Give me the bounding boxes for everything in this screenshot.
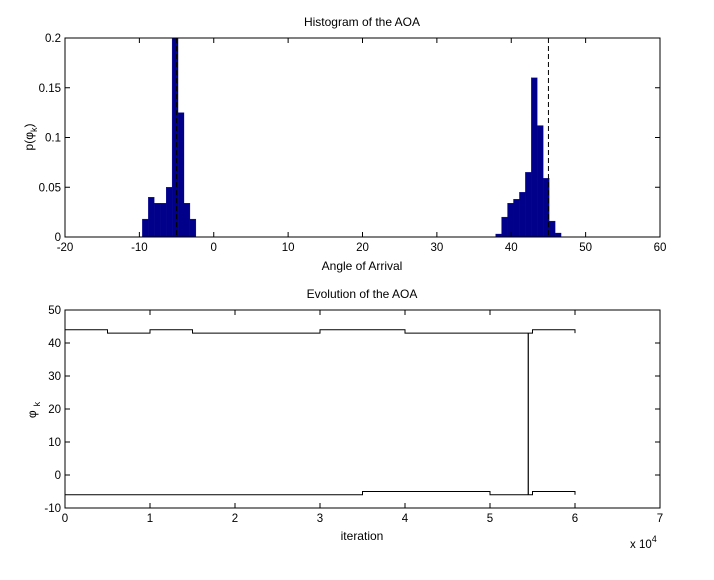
histogram-chart: Histogram of the AOA -20 -10 0 10 20 30 40 50 60… bbox=[22, 15, 666, 273]
y-tick-label: 40 bbox=[48, 338, 61, 350]
histogram-bar bbox=[142, 218, 149, 238]
evolution-x-ticks: 0 1 2 3 4 5 6 7 bbox=[62, 310, 663, 525]
histogram-bar bbox=[171, 37, 179, 238]
y-tick-label: 0.1 bbox=[45, 133, 61, 145]
y-tick-label: 0 bbox=[55, 232, 61, 244]
x-tick-label: 1 bbox=[147, 513, 153, 525]
histogram-y-ticks: 0 0.05 0.1 0.15 0.2 bbox=[39, 33, 660, 244]
y-tick-label: 20 bbox=[48, 404, 61, 416]
histogram-bar bbox=[513, 199, 520, 238]
evolution-series bbox=[65, 329, 576, 496]
x-tick-label: -20 bbox=[57, 242, 74, 254]
x-tick-label: 0 bbox=[62, 513, 68, 525]
y-tick-label: 10 bbox=[48, 437, 61, 449]
x-tick-label: 2 bbox=[232, 513, 238, 525]
histogram-bar bbox=[531, 77, 538, 238]
x-tick-label: 0 bbox=[211, 242, 217, 254]
histogram-bar bbox=[160, 203, 167, 238]
histogram-reference-lines bbox=[176, 38, 549, 237]
x-tick-label: 40 bbox=[505, 242, 518, 254]
evolution-x-multiplier-exp: 4 bbox=[652, 534, 657, 544]
evolution-y-ticks: -10 0 10 20 30 40 50 bbox=[44, 305, 660, 515]
y-tick-label: 30 bbox=[48, 371, 61, 383]
evolution-series-line bbox=[65, 491, 576, 496]
y-tick-label: 0.15 bbox=[39, 83, 61, 95]
histogram-bar bbox=[507, 203, 514, 238]
x-tick-label: 10 bbox=[282, 242, 295, 254]
x-tick-label: 30 bbox=[430, 242, 443, 254]
histogram-bar bbox=[525, 172, 532, 238]
histogram-bar bbox=[154, 203, 161, 238]
histogram-bar bbox=[189, 218, 197, 238]
x-tick-label: 20 bbox=[356, 242, 369, 254]
evolution-x-label: iteration bbox=[341, 529, 384, 543]
evolution-y-label: φk bbox=[25, 401, 42, 418]
y-tick-label: 0.2 bbox=[45, 33, 61, 45]
histogram-bar bbox=[148, 197, 155, 238]
y-tick-label: 0.05 bbox=[39, 182, 61, 194]
histogram-bar bbox=[554, 232, 562, 238]
x-tick-label: 4 bbox=[402, 513, 409, 525]
x-tick-label: 7 bbox=[657, 513, 663, 525]
histogram-bar bbox=[549, 220, 556, 238]
evolution-x-multiplier-base: x 10 bbox=[630, 539, 652, 551]
x-tick-label: 60 bbox=[654, 242, 667, 254]
histogram-bar bbox=[537, 125, 544, 238]
histogram-bar bbox=[165, 187, 173, 238]
histogram-x-label: Angle of Arrival bbox=[322, 259, 403, 273]
x-tick-label: -10 bbox=[131, 242, 148, 254]
histogram-x-ticks: -20 -10 0 10 20 30 40 50 60 bbox=[57, 38, 667, 254]
evolution-series-line bbox=[65, 329, 576, 334]
histogram-y-label-close: ) bbox=[22, 124, 36, 128]
histogram-y-label-sub: k bbox=[29, 127, 39, 132]
histogram-title: Histogram of the AOA bbox=[304, 15, 420, 29]
evolution-title: Evolution of the AOA bbox=[307, 287, 418, 301]
y-tick-label: 50 bbox=[48, 305, 61, 317]
evolution-y-label-sub: k bbox=[32, 401, 42, 406]
histogram-bar bbox=[177, 112, 185, 238]
x-tick-label: 3 bbox=[317, 513, 323, 525]
histogram-y-label: p(φk) bbox=[22, 124, 39, 151]
evolution-y-label-main: φ bbox=[25, 410, 39, 418]
histogram-bar bbox=[501, 216, 508, 238]
x-tick-label: 6 bbox=[572, 513, 578, 525]
histogram-y-label-main: p(φ bbox=[22, 132, 36, 151]
x-tick-label: 50 bbox=[579, 242, 592, 254]
evolution-x-multiplier: x 104 bbox=[630, 534, 657, 551]
x-tick-label: 5 bbox=[487, 513, 493, 525]
y-tick-label: -10 bbox=[44, 503, 61, 515]
histogram-bar bbox=[183, 203, 191, 238]
histogram-bar bbox=[519, 192, 526, 238]
y-tick-label: 0 bbox=[55, 470, 61, 482]
